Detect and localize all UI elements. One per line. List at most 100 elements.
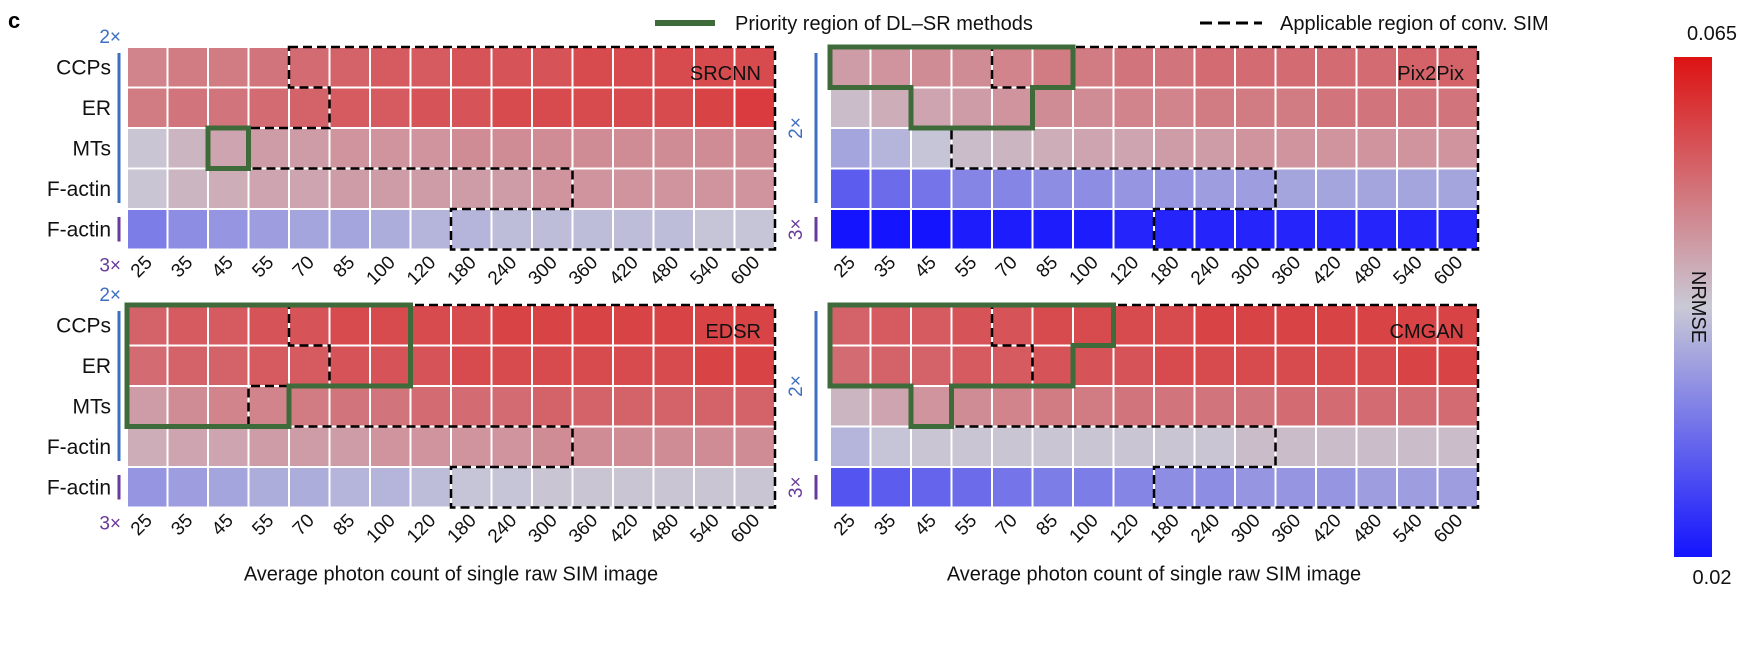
heatmap-cell: [247, 466, 290, 509]
heatmap-cell: [950, 127, 993, 170]
heatmap-cell: [247, 425, 290, 468]
heatmap-cell: [288, 46, 331, 89]
heatmap-cell: [1234, 208, 1277, 251]
heatmap-cell: [247, 344, 290, 387]
heatmap-cell: [1193, 46, 1236, 89]
heatmap-cell: [166, 208, 209, 251]
heatmap-cell: [829, 385, 872, 428]
heatmap-cell: [328, 167, 371, 210]
x-tick-label: 100: [1066, 510, 1103, 547]
x-tick-label: 180: [444, 252, 481, 289]
heatmap-cell: [652, 385, 695, 428]
heatmap-cell: [1355, 425, 1398, 468]
heatmap-cell: [1234, 86, 1277, 129]
heatmap-cell: [1355, 46, 1398, 89]
heatmap-cell: [1193, 167, 1236, 210]
applicable-region-outline: [247, 303, 777, 509]
heatmap-cell: [288, 127, 331, 170]
heatmap-cell: [166, 46, 209, 89]
heatmap-cell: [693, 167, 736, 210]
legend: Priority region of DL–SR methods Applica…: [655, 13, 1549, 35]
heatmap-cell: [328, 127, 371, 170]
heatmap-cell: [490, 167, 533, 210]
x-tick-label: 360: [565, 510, 602, 547]
heatmap-cell: [1112, 425, 1155, 468]
x-tick-label: 420: [1309, 510, 1346, 547]
heatmap-panel-pix2pix: Pix2Pix 2× 3× 25 35 45 55 70 85 100 120 180 240 300 36…: [786, 44, 1480, 328]
x-tick-label: 35: [870, 252, 900, 282]
heatmap-cell: [531, 46, 574, 89]
heatmap-cell: [693, 344, 736, 387]
heatmap-cell: [1274, 167, 1317, 210]
x-tick-label: 600: [727, 252, 764, 289]
heatmap-cell: [288, 208, 331, 251]
heatmap-cell: [1153, 167, 1196, 210]
scale-label-3x: 3×: [99, 256, 121, 277]
heatmap-cell: [652, 86, 695, 129]
heatmap-cell: [910, 425, 953, 468]
row-label: CCPs: [56, 56, 111, 79]
x-tick-label: 360: [565, 252, 602, 289]
heatmap-cell: [1112, 46, 1155, 89]
heatmap-cell: [247, 86, 290, 129]
x-tick-label: 45: [911, 252, 941, 282]
heatmap-cell: [950, 344, 993, 387]
heatmap-cell: [247, 127, 290, 170]
heatmap-cell: [126, 466, 169, 509]
model-name-label: EDSR: [705, 321, 761, 343]
heatmap-cell: [126, 127, 169, 170]
heatmap-cell: [1193, 86, 1236, 129]
heatmap-cell: [612, 167, 655, 210]
heatmap-cell: [612, 344, 655, 387]
heatmap-cell: [571, 385, 614, 428]
heatmap-cell: [869, 127, 912, 170]
heatmap-cell: [1153, 46, 1196, 89]
x-axis-label: Average photon count of single raw SIM i…: [244, 564, 658, 586]
heatmap-cell: [1234, 127, 1277, 170]
heatmap-cell: [1234, 344, 1277, 387]
heatmap-cell: [1193, 466, 1236, 509]
heatmap-cell: [328, 304, 371, 347]
heatmap-cell: [1112, 208, 1155, 251]
heatmap-cell: [991, 167, 1034, 210]
heatmap-cell: [1072, 46, 1115, 89]
heatmap-cell: [328, 86, 371, 129]
heatmap-cell: [869, 208, 912, 251]
x-tick-label: 420: [606, 510, 643, 547]
heatmap-cell: [207, 127, 250, 170]
x-tick-label: 420: [606, 252, 643, 289]
heatmap-cell: [1031, 466, 1074, 509]
colorbar-max-label: 0.065: [1687, 23, 1737, 45]
x-tick-label: 240: [484, 510, 521, 547]
heatmap-cell: [1112, 344, 1155, 387]
x-tick-label: 180: [1147, 252, 1184, 289]
heatmap-cell: [991, 466, 1034, 509]
heatmap-panels: SRCNN CCPs ER MTs F-actin F-actin 2× 3× 25 35 45 55…: [47, 27, 1480, 586]
heatmap-cell: [869, 425, 912, 468]
heatmap-cell: [612, 425, 655, 468]
heatmap-cell: [1153, 304, 1196, 347]
heatmap-cell: [1031, 46, 1074, 89]
heatmap-cell: [1436, 344, 1479, 387]
x-tick-label: 25: [830, 252, 860, 282]
x-tick-label: 55: [951, 510, 981, 540]
heatmap-cell: [288, 466, 331, 509]
heatmap-cell: [328, 46, 371, 89]
heatmap-cell: [1072, 425, 1115, 468]
heatmap-cell: [693, 425, 736, 468]
heatmap-cell: [991, 344, 1034, 387]
heatmap-cell: [1072, 167, 1115, 210]
heatmap-cell: [369, 167, 412, 210]
heatmap-cell: [1112, 86, 1155, 129]
heatmap-cell: [1031, 86, 1074, 129]
heatmap-cell: [1031, 304, 1074, 347]
x-tick-label: 360: [1268, 252, 1305, 289]
x-tick-label: 480: [1349, 510, 1386, 547]
heatmap-cell: [910, 466, 953, 509]
priority-region-outline: [827, 302, 1116, 429]
heatmap-cell: [207, 344, 250, 387]
row-label: F-actin: [47, 436, 111, 459]
heatmap-cell: [288, 86, 331, 129]
heatmap-cell: [369, 466, 412, 509]
heatmap-cell: [247, 385, 290, 428]
